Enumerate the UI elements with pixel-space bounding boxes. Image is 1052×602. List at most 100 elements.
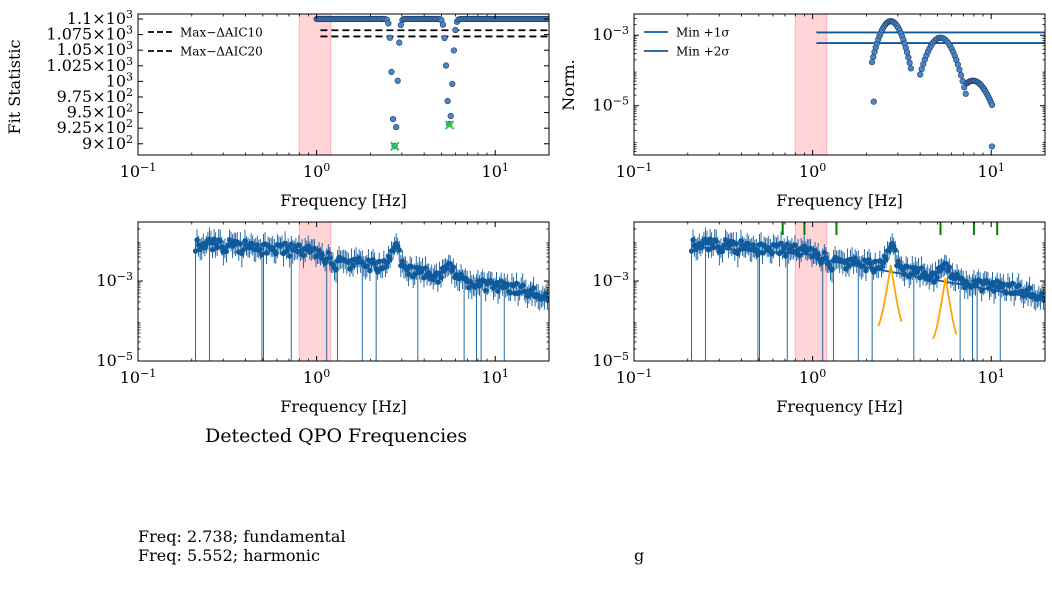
- tick-exponent: −5: [613, 94, 629, 107]
- tick-exponent: 2: [126, 117, 133, 130]
- qpo-lorentzian: [877, 264, 903, 327]
- norm-point: [917, 71, 924, 78]
- y-axis-label: Norm.: [559, 59, 578, 111]
- y-tick-label: 10−5: [96, 350, 133, 371]
- fit-point: [393, 124, 400, 131]
- norm-point: [957, 72, 965, 79]
- tick-exponent: 3: [126, 70, 133, 83]
- tick-exponent: −3: [613, 24, 629, 37]
- tick-exponent: 2: [126, 132, 133, 145]
- tick-exponent: 1: [502, 367, 509, 380]
- y-tick-label: 10−3: [592, 270, 629, 291]
- tick-exponent: 2: [126, 85, 133, 98]
- spectrum-point: [209, 247, 216, 253]
- tick-exponent: 3: [126, 54, 133, 67]
- plot-area: [192, 227, 549, 361]
- minimum-marker: [390, 141, 400, 151]
- fit-point: [385, 20, 392, 27]
- fit-point: [442, 62, 450, 69]
- axes-frame: [137, 221, 550, 362]
- norm-point: [962, 90, 969, 97]
- qpo-section-title: Detected QPO Frequencies: [205, 425, 468, 447]
- y-tick-label: 10−5: [592, 350, 629, 371]
- x-axis-label: Frequency [Hz]: [776, 397, 903, 416]
- tick-exponent: 0: [819, 161, 826, 174]
- y-tick-label: 9.5×102: [67, 101, 133, 122]
- norm-point: [988, 143, 996, 150]
- continuum-model: [691, 245, 1045, 301]
- shaded-band: [298, 13, 332, 156]
- legend-label: Max−ΔAIC10: [180, 26, 263, 40]
- minimum-marker: [444, 120, 455, 130]
- qpo-line-fundamental: Freq: 2.738; fundamental: [138, 527, 346, 546]
- spectrum-point: [237, 240, 244, 247]
- plot-area: [688, 227, 1045, 361]
- legend: Max−ΔAIC10 Max−ΔAIC20: [148, 26, 263, 59]
- x-tick-label: 10−1: [616, 161, 653, 182]
- y-tick-label: 1.1×103: [67, 7, 133, 28]
- tick-exponent: 0: [323, 161, 330, 174]
- tick-exponent: 3: [126, 7, 133, 20]
- tick-exponent: −1: [636, 161, 652, 174]
- fit-point: [447, 112, 454, 120]
- legend-label: Min +2σ: [676, 45, 730, 59]
- x-axis-label: Frequency [Hz]: [280, 397, 407, 416]
- qpo-lorentzian: [932, 277, 958, 340]
- plot-area: [313, 15, 549, 151]
- fit-point: [444, 98, 451, 105]
- tick-exponent: 2: [126, 101, 133, 114]
- shaded-band: [794, 221, 828, 362]
- spectrum-point: [892, 247, 898, 253]
- axes-frame: [137, 13, 550, 156]
- y-tick-label: 10−3: [96, 270, 133, 291]
- fit-point: [388, 68, 395, 76]
- y-tick-label: 9.75×102: [57, 85, 133, 106]
- x-tick-label: 10−1: [616, 367, 653, 388]
- y-tick-label: 9.25×102: [57, 117, 133, 138]
- x-tick-label: 101: [978, 161, 1005, 182]
- tick-exponent: −3: [117, 270, 133, 283]
- legend-label: Min +1σ: [676, 26, 730, 40]
- fit-point: [394, 77, 401, 84]
- tick-exponent: 3: [126, 23, 133, 36]
- fit-point: [389, 115, 397, 123]
- norm-point: [868, 59, 876, 66]
- tick-exponent: −3: [613, 270, 629, 283]
- tick-exponent: −1: [140, 161, 156, 174]
- axes-frame: [633, 221, 1046, 362]
- tick-exponent: 0: [819, 367, 826, 380]
- x-tick-label: 100: [799, 161, 826, 182]
- fit-point: [449, 80, 456, 88]
- y-tick-label: 1.05×103: [57, 39, 133, 60]
- x-tick-label: 100: [303, 367, 330, 388]
- tick-exponent: 3: [126, 39, 133, 52]
- plot-area: [816, 18, 1045, 150]
- shaded-band: [298, 221, 332, 362]
- norm-point: [906, 59, 913, 66]
- tick-exponent: −5: [117, 350, 133, 363]
- fit-point: [396, 39, 403, 46]
- tick-exponent: −1: [140, 367, 156, 380]
- legend: Min +1σ Min +2σ: [644, 26, 730, 59]
- spectrum-point: [733, 240, 740, 247]
- fit-point: [452, 26, 459, 34]
- fit-point: [450, 47, 457, 54]
- qpo-right-note: g: [634, 546, 645, 565]
- fit-point: [386, 34, 394, 41]
- tick-exponent: 1: [998, 367, 1005, 380]
- x-axis-label: Frequency [Hz]: [280, 191, 407, 210]
- x-tick-label: 101: [482, 367, 509, 388]
- norm-point: [870, 98, 877, 105]
- y-tick-label: 9×102: [82, 132, 133, 153]
- norm-point: [956, 66, 963, 73]
- x-axis-label: Frequency [Hz]: [776, 191, 903, 210]
- norm-point: [954, 61, 961, 68]
- x-tick-label: 10−1: [120, 161, 157, 182]
- fit-point: [439, 21, 447, 28]
- x-tick-label: 100: [303, 161, 330, 182]
- tick-exponent: −5: [613, 350, 629, 363]
